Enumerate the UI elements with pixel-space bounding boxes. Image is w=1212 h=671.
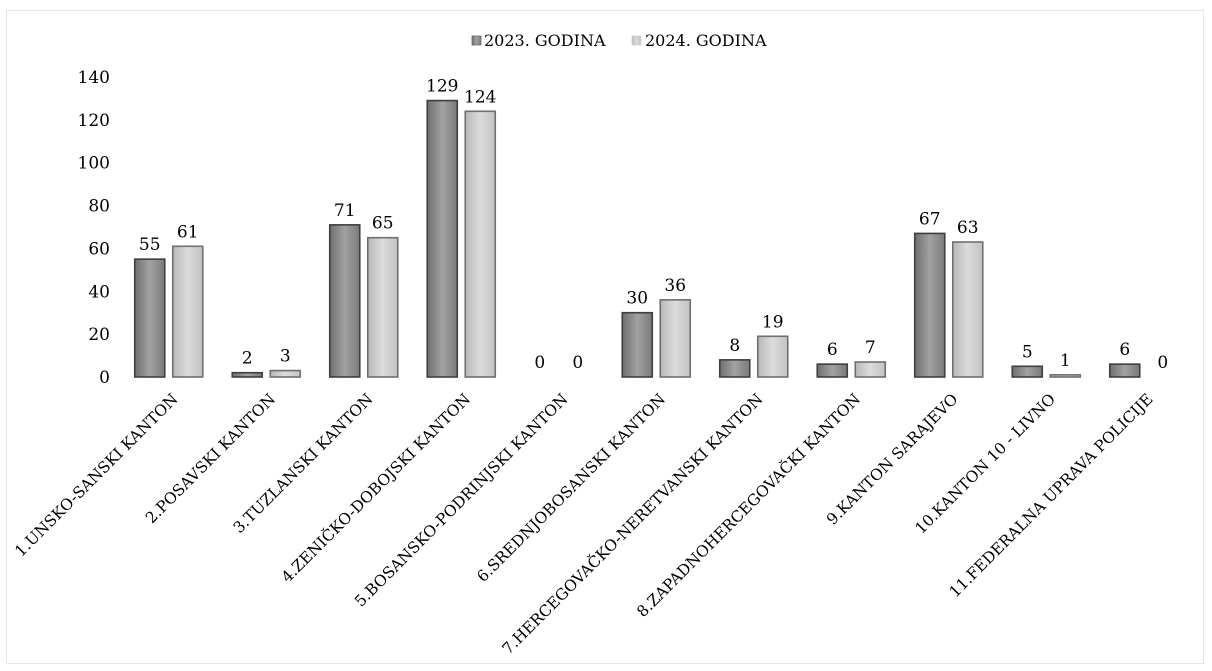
y-tick-label-7: 140 xyxy=(78,68,110,88)
legend-swatch-2023 xyxy=(471,35,482,46)
bar-2023-3 xyxy=(426,99,459,378)
y-tick-label-3: 60 xyxy=(88,239,110,259)
data-label-2024-6: 19 xyxy=(762,312,784,332)
bar-2023-10 xyxy=(1108,363,1141,378)
bar-2023-0 xyxy=(133,258,166,378)
bar-2023-1 xyxy=(231,371,264,378)
data-label-2024-4: 0 xyxy=(572,353,583,373)
y-tick-label-2: 40 xyxy=(88,282,110,302)
x-category-label-10: 11.FEDERALNA UPRAVA POLICIJE xyxy=(946,390,1157,601)
x-category-label-0: 1.UNSKO-SANSKI KANTON xyxy=(11,390,181,560)
data-label-2024-2: 65 xyxy=(372,214,394,234)
bar-2023-5 xyxy=(621,311,654,378)
legend-label-2023: 2023. GODINA xyxy=(484,31,606,50)
bar-2024-9 xyxy=(1049,374,1082,378)
data-label-2024-8: 63 xyxy=(957,218,979,238)
data-label-2023-6: 8 xyxy=(729,336,740,356)
data-label-2024-1: 3 xyxy=(280,347,291,367)
legend-swatch-2024 xyxy=(631,35,642,46)
data-label-2023-2: 71 xyxy=(334,201,356,221)
data-label-2023-4: 0 xyxy=(534,353,545,373)
bar-2024-5 xyxy=(659,299,692,378)
bar-2023-8 xyxy=(913,232,946,378)
chart-frame xyxy=(6,10,1204,664)
bar-2023-2 xyxy=(328,224,361,378)
bar-2024-6 xyxy=(756,335,789,378)
bar-2023-9 xyxy=(1011,365,1044,378)
y-tick-label-1: 20 xyxy=(88,325,110,345)
data-label-2024-9: 1 xyxy=(1060,351,1071,371)
data-label-2023-10: 6 xyxy=(1119,340,1130,360)
bar-2024-8 xyxy=(951,241,984,378)
bar-2024-2 xyxy=(366,236,399,378)
x-category-label-3: 4.ZENIČKO-DOBOJSKI KANTON xyxy=(278,390,474,586)
data-label-2023-8: 67 xyxy=(919,209,941,229)
data-label-2023-5: 30 xyxy=(626,289,648,309)
bar-2024-0 xyxy=(171,245,204,378)
data-label-2023-3: 129 xyxy=(426,77,458,97)
data-label-2024-10: 0 xyxy=(1157,353,1168,373)
bar-2024-7 xyxy=(854,361,887,378)
bar-2023-7 xyxy=(816,363,849,378)
y-axis: 0 20 40 60 80 100 120 140 xyxy=(78,68,110,388)
bar-2023-6 xyxy=(718,359,751,378)
y-tick-label-0: 0 xyxy=(99,368,110,388)
y-tick-label-6: 120 xyxy=(78,111,110,131)
data-label-2023-9: 5 xyxy=(1022,342,1033,362)
y-tick-label-4: 80 xyxy=(88,197,110,217)
legend-label-2024: 2024. GODINA xyxy=(645,31,767,50)
data-label-2024-0: 61 xyxy=(177,222,199,242)
data-label-2023-7: 6 xyxy=(827,340,838,360)
y-tick-label-5: 100 xyxy=(78,154,110,174)
bar-2024-3 xyxy=(464,110,497,378)
x-category-label-7: 8.ZAPADNOHERCEGOVAČKI KANTON xyxy=(633,390,864,621)
data-label-2023-1: 2 xyxy=(242,349,253,369)
data-label-2024-3: 124 xyxy=(464,87,496,107)
x-category-label-5: 6.SREDNJOBOSANSKI KANTON xyxy=(473,390,669,586)
bar-2024-1 xyxy=(269,369,302,378)
bars xyxy=(133,99,1141,378)
data-label-2024-5: 36 xyxy=(664,276,686,296)
x-category-label-4: 5.BOSANSKO-PODRINJSKI KANTON xyxy=(351,390,571,610)
data-label-2024-7: 7 xyxy=(865,338,876,358)
chart-legend: 2023. GODINA 2024. GODINA xyxy=(471,31,767,50)
data-label-2023-0: 55 xyxy=(139,235,161,255)
